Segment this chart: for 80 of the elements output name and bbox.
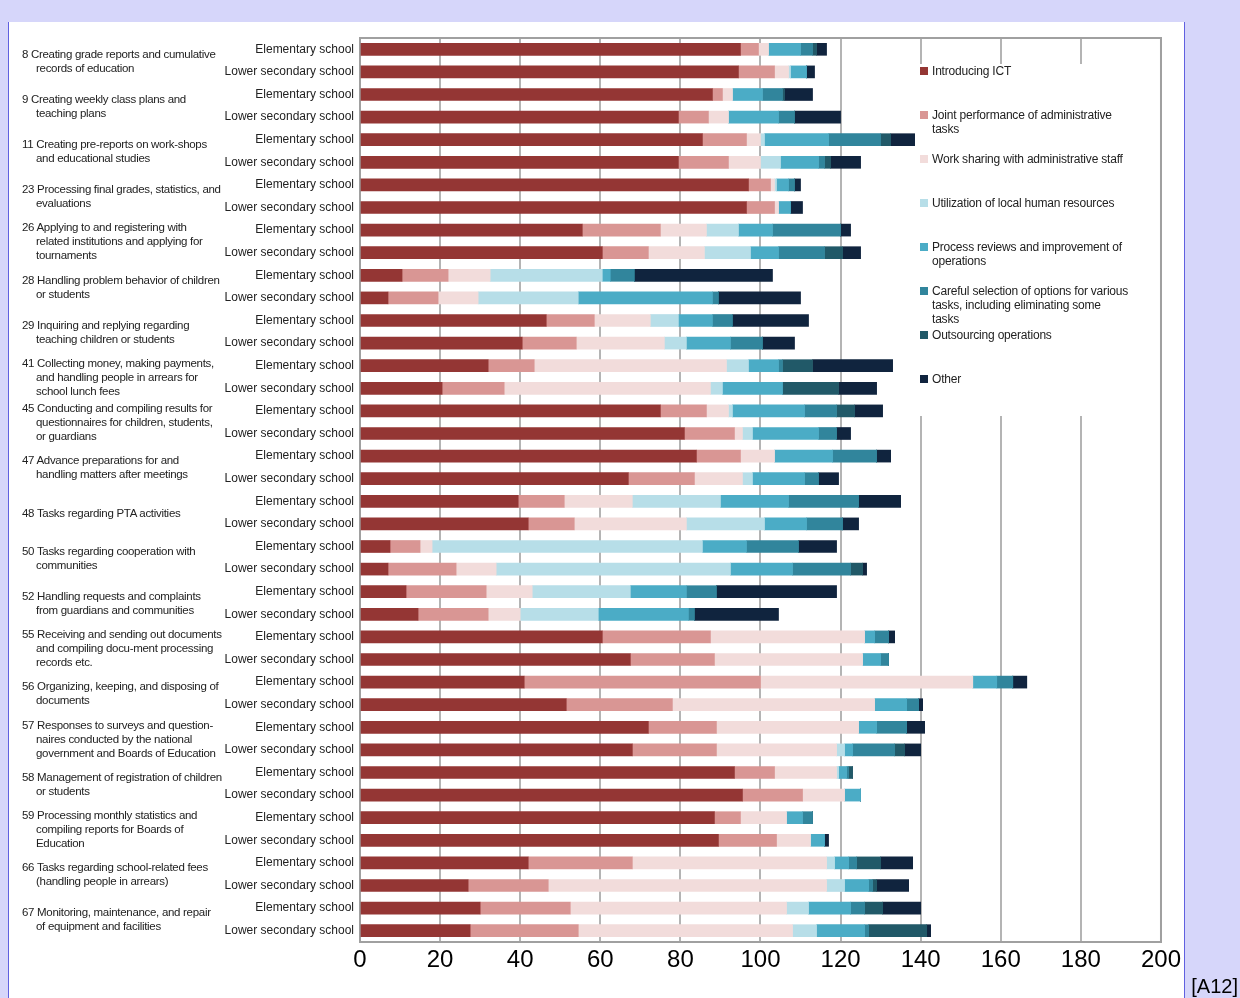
text: 57 Responses to surveys and question-naires conducted by the national government and Boards of Education <box>22 717 217 760</box>
y-tick-label: Elementary school <box>255 810 354 825</box>
legend-label: Utilization of local human resources <box>932 196 1115 210</box>
text: 67 Monitoring, maintenance, and repair of equipment and facilities <box>22 905 212 934</box>
y-tick-label: Elementary school <box>255 719 354 734</box>
x-tick-label: 140 <box>900 945 941 973</box>
y-tick-label: Lower secondary school <box>224 109 354 124</box>
y-tick-label: Lower secondary school <box>224 471 354 486</box>
text: 26 Applying to and registering with related institutions and applying for tournaments <box>22 220 204 263</box>
legend-label: Work sharing with administrative staff <box>932 152 1123 166</box>
text: 45 Conducting and compiling results for questionnaires for children, students, or guardians <box>22 401 214 444</box>
text: 9 Creating weekly class plans and teaching plans <box>22 91 187 120</box>
y-tick-label: Lower secondary school <box>224 199 354 214</box>
legend-label: Careful selection of options for various tasks, including eliminating some tasks <box>932 284 1130 326</box>
y-tick-label: Elementary school <box>255 86 354 101</box>
y-tick-label: Lower secondary school <box>224 425 354 440</box>
y-tick-label: Lower secondary school <box>224 245 354 260</box>
y-tick-label: Elementary school <box>255 222 354 237</box>
x-tick-label: 120 <box>820 945 861 973</box>
y-tick-label: Elementary school <box>255 538 354 553</box>
y-tick-label: Elementary school <box>255 900 354 915</box>
text: 48 Tasks regarding PTA activities <box>22 505 182 520</box>
y-tick-label: Lower secondary school <box>224 832 354 847</box>
text: 55 Receiving and sending out documents and compiling docu-ment processing records etc. <box>22 627 222 670</box>
text: 29 Inquiring and replying regarding teaching children or students <box>22 317 191 346</box>
y-tick-label: Elementary school <box>255 358 354 373</box>
text: 41 Collecting money, making payments, and handling people in arrears for school lunch fees <box>22 356 215 398</box>
y-tick-label: Elementary school <box>255 674 354 689</box>
x-tick-label: 40 <box>506 945 534 973</box>
y-tick-label: Lower secondary school <box>224 787 354 802</box>
text: 59 Processing monthly statistics and compiling reports for Boards of Education <box>22 808 199 850</box>
y-tick-label: Lower secondary school <box>224 516 354 531</box>
x-tick-label: 160 <box>980 945 1021 973</box>
y-tick-label: Elementary school <box>255 267 354 282</box>
y-tick-label: Elementary school <box>255 855 354 870</box>
x-tick-label: 60 <box>586 945 614 973</box>
y-tick-label: Elementary school <box>255 629 354 644</box>
y-tick-label: Elementary school <box>255 312 354 327</box>
legend-label: Process reviews and improvement of operations <box>932 240 1123 268</box>
y-tick-label: Lower secondary school <box>224 651 354 666</box>
text: [A12] <box>1191 975 1238 998</box>
text: 58 Management of registration of children or students <box>22 769 222 798</box>
text: 8 Creating grade reports and cumulative records of education <box>22 46 217 75</box>
y-tick-label: Lower secondary school <box>224 335 354 350</box>
y-tick-label: Elementary school <box>255 584 354 599</box>
y-tick-label: Lower secondary school <box>224 742 354 757</box>
legend-label: Other <box>932 372 962 386</box>
y-tick-label: Lower secondary school <box>224 606 354 621</box>
y-tick-label: Elementary school <box>255 764 354 779</box>
y-tick-label: Lower secondary school <box>224 380 354 395</box>
y-tick-label: Lower secondary school <box>224 877 354 892</box>
y-tick-label: Lower secondary school <box>224 64 354 79</box>
y-tick-label: Elementary school <box>255 41 354 56</box>
x-tick-label: 180 <box>1060 945 1101 973</box>
x-tick-label: 100 <box>740 945 781 973</box>
text: 11 Creating pre-reports on work-shops and educational studies <box>22 137 208 165</box>
y-tick-label: Elementary school <box>255 448 354 463</box>
text: 50 Tasks regarding cooperation with communities <box>22 543 197 572</box>
legend-label: Outsourcing operations <box>932 328 1052 342</box>
y-tick-label: Lower secondary school <box>224 561 354 576</box>
legend-label: Introducing ICT <box>932 64 1012 78</box>
y-tick-label: Elementary school <box>255 403 354 418</box>
x-tick-label: 80 <box>667 945 694 973</box>
y-tick-label: Lower secondary school <box>224 154 354 169</box>
y-tick-label: Lower secondary school <box>224 697 354 712</box>
y-tick-label: Lower secondary school <box>224 923 354 938</box>
y-tick-label: Lower secondary school <box>224 290 354 305</box>
x-tick-label: 200 <box>1140 945 1181 973</box>
text: 23 Processing final grades, statistics, and evaluations <box>22 182 222 211</box>
legend-label: Joint performance of administrative tasks <box>932 108 1113 136</box>
y-tick-label: Elementary school <box>255 493 354 508</box>
text: 66 Tasks regarding school-related fees (handling people in arrears) <box>22 860 209 889</box>
y-tick-label: Elementary school <box>255 132 354 147</box>
text: 28 Handling problem behavior of children or students <box>22 272 221 301</box>
text: 52 Handling requests and complaints from guardians and communities <box>22 589 202 617</box>
text: 47 Advance preparations for and handling matters after meetings <box>22 453 189 482</box>
x-tick-label: 0 <box>353 945 367 973</box>
y-tick-label: Elementary school <box>255 177 354 192</box>
x-tick-label: 20 <box>426 945 454 973</box>
text: 56 Organizing, keeping, and disposing of documents <box>22 679 220 708</box>
